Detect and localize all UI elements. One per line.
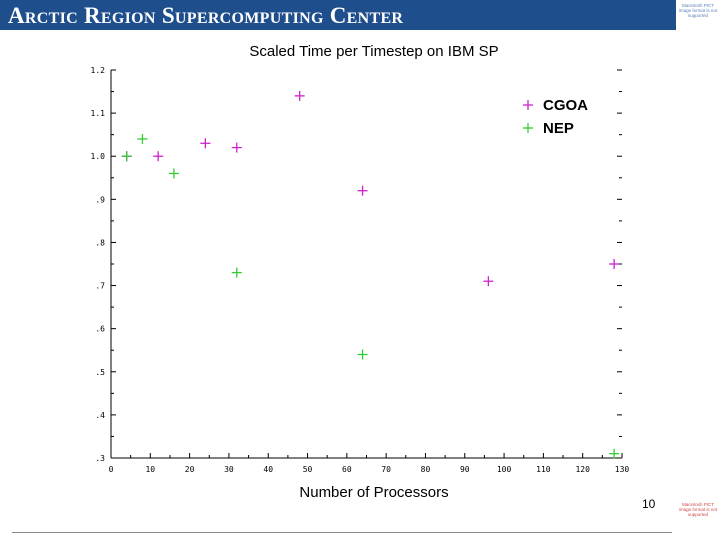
x-tick-label: 110	[536, 465, 551, 474]
nep-point	[137, 133, 148, 144]
nep-point	[121, 151, 132, 162]
y-tick-label: .8	[95, 238, 105, 247]
y-tick-label: .3	[95, 454, 105, 463]
y-tick-label: .5	[95, 368, 105, 377]
cgoa-point	[357, 185, 368, 196]
y-tick-label: 1.0	[91, 152, 106, 161]
x-tick-label: 90	[460, 465, 470, 474]
x-tick-label: 80	[421, 465, 431, 474]
page-number: 10	[642, 497, 656, 511]
header-title: Arctic Region Supercomputing Center	[8, 3, 404, 28]
y-tick-label: 1.1	[91, 109, 106, 118]
cgoa-point	[609, 259, 620, 269]
y-tick-label: .4	[95, 411, 105, 420]
x-tick-label: 40	[263, 465, 273, 474]
y-tick-label: .7	[95, 282, 105, 291]
cgoa-point	[483, 276, 494, 287]
y-tick-label: .9	[95, 195, 105, 204]
x-tick-label: 20	[185, 465, 195, 474]
axes: .3 .4 .5 .6 .7 .8 .9 1.0 1.1 1.2 0 10 20 30 40 50 60 70 80…	[91, 66, 630, 474]
cgoa-point	[294, 90, 305, 101]
header-bar: Arctic Region Supercomputing Center	[0, 0, 676, 30]
x-tick-label: 60	[342, 465, 352, 474]
footer-rule	[12, 532, 672, 533]
legend-label: NEP	[543, 120, 574, 137]
data-points	[121, 90, 620, 459]
nep-point	[168, 168, 179, 179]
x-tick-label: 120	[575, 465, 590, 474]
cgoa-point	[153, 151, 164, 162]
cgoa-point	[231, 142, 242, 153]
y-tick-label: .6	[95, 325, 105, 334]
x-tick-label: 130	[615, 465, 630, 474]
legend-label: CGOA	[543, 97, 588, 114]
y-tick-label: 1.2	[91, 66, 106, 75]
x-tick-label: 50	[303, 465, 313, 474]
chart-title: Scaled Time per Timestep on IBM SP	[249, 43, 498, 60]
x-tick-label: 70	[381, 465, 391, 474]
unsupported-image-note: Macintosh PICT image format is not suppo…	[678, 3, 718, 18]
legend: CGOA NEP	[523, 97, 588, 137]
x-axis-label: Number of Processors	[299, 484, 448, 501]
cgoa-point	[200, 138, 211, 149]
nep-point	[609, 448, 620, 459]
x-tick-label: 0	[109, 465, 114, 474]
legend-item-cgoa: CGOA	[523, 97, 588, 114]
nep-point	[357, 349, 368, 360]
unsupported-image-note-bottom: Macintosh PICT image format is not suppo…	[678, 502, 718, 517]
nep-point	[231, 267, 242, 278]
x-tick-label: 30	[224, 465, 234, 474]
legend-item-nep: NEP	[523, 120, 574, 137]
x-tick-label: 100	[497, 465, 512, 474]
x-tick-label: 10	[145, 465, 155, 474]
